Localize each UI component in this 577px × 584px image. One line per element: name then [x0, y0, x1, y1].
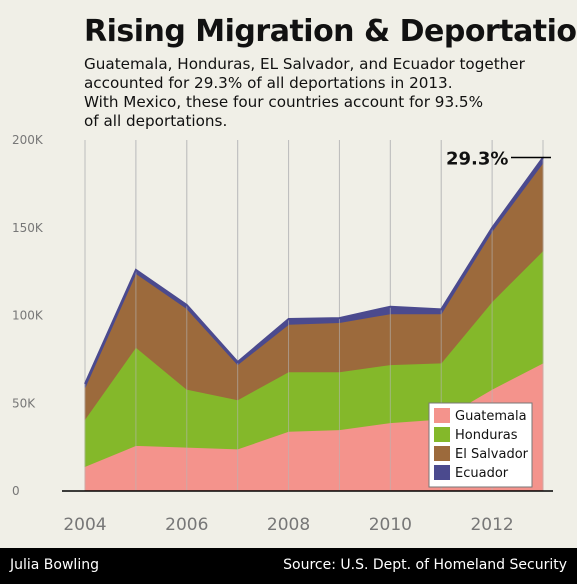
footer-author: Julia Bowling [10, 557, 99, 573]
subtitle-line: of all deportations. [84, 112, 228, 130]
chart-subtitle: Guatemala, Honduras, EL Salvador, and Ec… [84, 55, 564, 131]
footer-bar: Julia Bowling Source: U.S. Dept. of Home… [0, 548, 577, 584]
chart-panel: Rising Migration & Deportation Guatemala… [0, 0, 577, 548]
legend-label: El Salvador [455, 447, 529, 462]
legend-swatch [434, 408, 450, 423]
legend-label: Guatemala [455, 409, 527, 424]
x-tick-label: 2008 [267, 515, 310, 535]
legend-label: Ecuador [455, 466, 509, 481]
y-tick-label: 100K [12, 309, 44, 323]
x-tick-label: 2010 [369, 515, 412, 535]
legend-swatch [434, 465, 450, 480]
chart-title: Rising Migration & Deportation [84, 14, 577, 49]
x-tick-label: 2004 [63, 515, 106, 535]
legend-swatch [434, 446, 450, 461]
y-tick-label: 150K [12, 221, 44, 235]
footer-source: Source: U.S. Dept. of Homeland Security [283, 557, 567, 573]
area-chart: 0 50K 100K 150K 200K 2004 2006 2008 2010 2012 29.3… [12, 133, 553, 535]
subtitle-line: accounted for 29.3% of all deportations … [84, 74, 453, 92]
stack-top-line [84, 157, 544, 385]
subtitle-line: With Mexico, these four countries accoun… [84, 93, 484, 111]
y-tick-label: 0 [12, 484, 20, 498]
y-tick-label: 50K [12, 396, 36, 410]
legend-label: Honduras [455, 428, 518, 443]
annotation-label: 29.3% [446, 149, 508, 170]
x-tick-label: 2012 [470, 515, 513, 535]
legend-swatch [434, 427, 450, 442]
x-tick-label: 2006 [165, 515, 208, 535]
y-tick-label: 200K [12, 133, 44, 147]
subtitle-line: Guatemala, Honduras, EL Salvador, and Ec… [84, 55, 525, 73]
